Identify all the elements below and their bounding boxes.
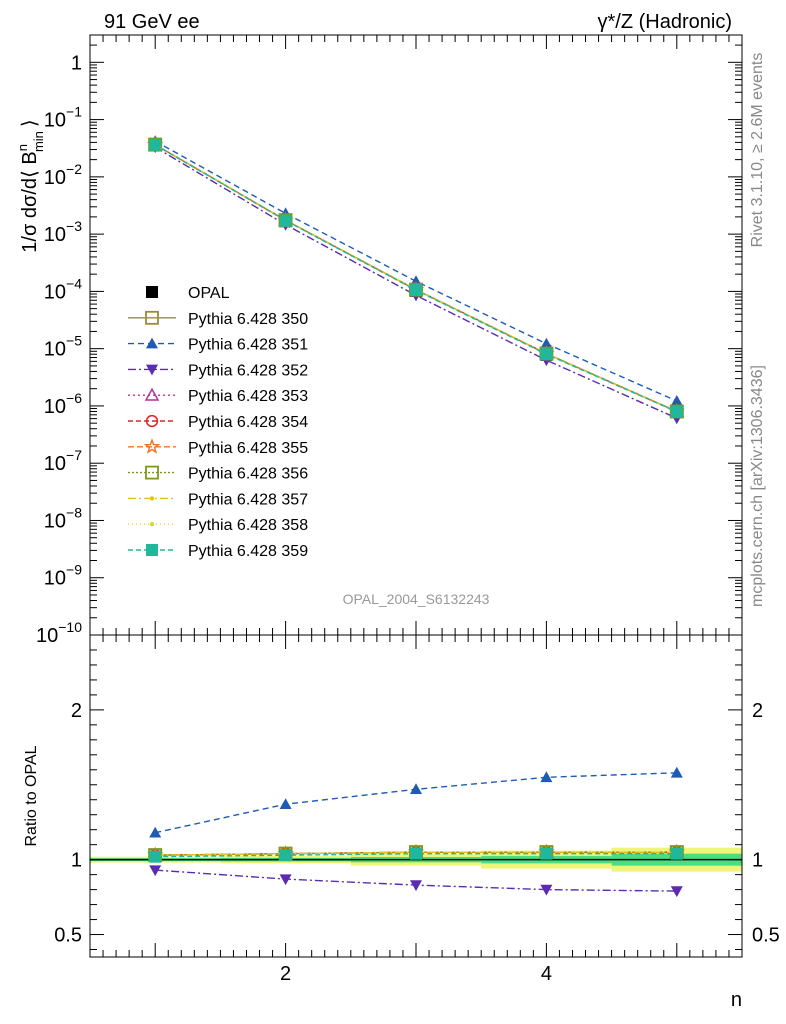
ratio-series-9-point — [410, 847, 422, 860]
main-y-tick-label: 10−1 — [44, 104, 82, 132]
ratio-series-1-line — [155, 772, 677, 834]
legend-marker — [146, 286, 158, 298]
ratio-series-1-point — [410, 783, 422, 795]
main-series — [146, 135, 686, 425]
main-y-tick-label: 10−8 — [44, 504, 82, 532]
main-series-2-point — [670, 394, 683, 406]
main-y-tick-label: 10−5 — [44, 333, 82, 361]
main-y-tick-label: 10−6 — [44, 390, 82, 418]
ratio-y-tick-label-right: 1 — [752, 850, 763, 872]
ratio-y-tick-label: 1 — [71, 850, 82, 872]
ratio-series-2-point — [149, 865, 162, 877]
ratio-series-2-point — [410, 880, 422, 892]
main-series-10-point — [670, 405, 683, 418]
main-y-axis-label-text: 1/σ dσ/d⟨ B — [19, 151, 41, 252]
legend-marker — [143, 438, 161, 454]
legend-marker — [144, 387, 160, 401]
ratio-series-9-point — [149, 850, 162, 863]
ratio-series-9-point — [670, 847, 683, 860]
main-series-10-point — [540, 348, 553, 361]
ratio-plot-frame — [89, 634, 743, 958]
x-axis-label: n — [731, 989, 742, 1011]
ratio-y-tick-label-right: 2 — [752, 700, 763, 722]
legend-marker — [146, 544, 158, 556]
ratio-series-2-point — [670, 886, 683, 898]
legend-label: Pythia 6.428 356 — [188, 466, 308, 483]
main-y-tick-label: 10−9 — [44, 562, 82, 590]
ratio-y-ticks: 0.5 0.5 1 1 2 2 — [54, 649, 780, 951]
legend-label: Pythia 6.428 352 — [188, 362, 308, 379]
mcplots-label: mcplots.cern.ch [arXiv:1306.3436] — [749, 365, 766, 607]
legend-label: Pythia 6.428 350 — [188, 311, 308, 328]
ratio-series-1-point — [279, 798, 292, 810]
legend-label: Pythia 6.428 353 — [188, 388, 308, 405]
main-series-10-point — [410, 284, 422, 297]
main-series-10-point — [279, 214, 292, 227]
rivet-label: Rivet 3.1.10, ≥ 2.6M events — [749, 53, 766, 248]
ratio-series-1-point — [670, 766, 683, 778]
main-series-10-point — [149, 138, 162, 151]
header-left: 91 GeV ee — [104, 11, 200, 33]
main-y-axis-label: 1/σ dσ/d⟨ Bnmin ⟩ — [15, 119, 46, 252]
legend-label: Pythia 6.428 355 — [188, 440, 308, 457]
legend-label: Pythia 6.428 357 — [188, 491, 308, 508]
legend-label: OPAL — [188, 285, 230, 302]
x-tick-label: 4 — [541, 963, 552, 985]
main-y-tick-label: 10−3 — [44, 218, 82, 246]
legend-marker — [145, 414, 159, 428]
x-tick-label: 2 — [280, 963, 291, 985]
ratio-series-2-point — [279, 874, 292, 886]
legend-label: Pythia 6.428 354 — [188, 414, 308, 431]
legend: OPAL Pythia 6.428 350 Pythia 6.428 351 Pyth… — [128, 285, 308, 560]
ratio-series-9-point — [279, 849, 292, 862]
ratio-series-1-point — [540, 771, 553, 783]
main-panel: 1 10−1 10−2 10−3 10−4 10−5 10−6 10−7 10−8 10−9 10−… — [15, 34, 743, 647]
legend-marker — [145, 465, 159, 480]
ratio-series — [146, 766, 686, 898]
main-y-tick-label: 10−4 — [44, 275, 82, 303]
main-y-axis-label-tail: ⟩ — [19, 119, 41, 127]
ratio-series-1-point — [149, 826, 162, 838]
legend-marker — [146, 337, 158, 349]
ratio-y-tick-label-right: 0.5 — [752, 925, 780, 947]
ratio-series-2-point — [540, 884, 553, 896]
watermark: OPAL_2004_S6132243 — [343, 591, 490, 607]
ratio-y-axis-label: Ratio to OPAL — [23, 745, 40, 846]
main-y-ticks: 1 10−1 10−2 10−3 10−4 10−5 10−6 10−7 10−8 10−9 10−… — [36, 34, 743, 647]
main-y-tick-label: 1 — [71, 52, 82, 74]
ratio-series-9-point — [540, 847, 553, 860]
main-y-axis-label-sup: n — [15, 144, 30, 151]
main-y-axis-label-sub: min — [31, 131, 46, 152]
ratio-y-tick-label: 0.5 — [54, 925, 82, 947]
legend-marker — [146, 364, 158, 376]
main-y-tick-label: 10−7 — [44, 447, 82, 475]
legend-label: Pythia 6.428 351 — [188, 337, 308, 354]
legend-marker — [149, 522, 155, 527]
legend-marker — [145, 310, 159, 325]
main-y-tick-label: 10−2 — [44, 161, 82, 189]
legend-label: Pythia 6.428 359 — [188, 543, 308, 560]
main-y-tick-label: 10−10 — [36, 619, 82, 647]
main-series-2-point — [540, 337, 553, 349]
legend-label: Pythia 6.428 358 — [188, 517, 308, 534]
legend-marker — [149, 496, 155, 501]
header-right: γ*/Z (Hadronic) — [598, 11, 732, 33]
ratio-y-tick-label: 2 — [71, 700, 82, 722]
